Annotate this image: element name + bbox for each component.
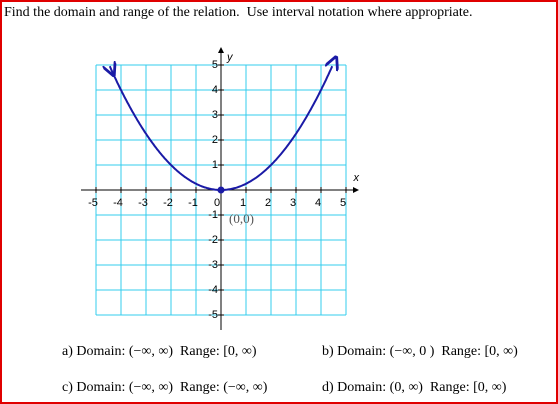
y-tick-label: -1 bbox=[208, 209, 218, 221]
y-tick-label: -4 bbox=[208, 284, 218, 296]
option[interactable]: d) Domain: (0, ∞) Range: [0, ∞) bbox=[322, 380, 507, 395]
x-tick-label: 0 bbox=[214, 197, 220, 209]
x-tick-label: -5 bbox=[88, 197, 98, 209]
x-tick-label: 2 bbox=[265, 197, 271, 209]
y-tick-label: -2 bbox=[208, 234, 218, 246]
x-tick-label: 1 bbox=[240, 197, 246, 209]
x-tick-label: -1 bbox=[188, 197, 198, 209]
x-tick-label: 4 bbox=[315, 197, 321, 209]
question-text: Find the domain and range of the relatio… bbox=[4, 5, 473, 20]
y-axis-label: y bbox=[226, 51, 234, 63]
option[interactable]: b) Domain: (−∞, 0 ) Range: [0, ∞) bbox=[322, 344, 518, 359]
y-tick-label: -3 bbox=[208, 259, 218, 271]
x-tick-label: -3 bbox=[138, 197, 148, 209]
x-tick-label: 3 bbox=[290, 197, 296, 209]
x-axis-label: x bbox=[353, 172, 360, 184]
y-tick-label: 2 bbox=[212, 134, 218, 146]
point-label: (0,0) bbox=[229, 211, 254, 226]
vertex-point bbox=[217, 186, 225, 194]
y-tick-label: 5 bbox=[212, 59, 218, 71]
x-tick-label: -4 bbox=[113, 197, 123, 209]
option[interactable]: c) Domain: (−∞, ∞) Range: (−∞, ∞) bbox=[62, 380, 268, 395]
option[interactable]: a) Domain: (−∞, ∞) Range: [0, ∞) bbox=[62, 344, 257, 359]
y-tick-label: -5 bbox=[208, 309, 218, 321]
y-tick-label: 1 bbox=[212, 159, 218, 171]
y-tick-label: 4 bbox=[212, 84, 218, 96]
x-tick-label: 5 bbox=[340, 197, 346, 209]
y-tick-label: 3 bbox=[212, 109, 218, 121]
x-tick-label: -2 bbox=[163, 197, 173, 209]
